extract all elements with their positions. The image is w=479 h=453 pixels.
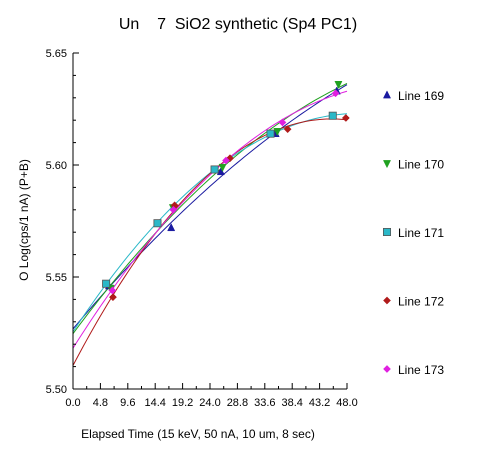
chart-title: Un 7 SiO2 synthetic (Sp4 PC1) [119, 16, 357, 33]
data-point-line-171 [102, 279, 111, 288]
legend-entry-line-172: Line 172 [383, 295, 444, 309]
data-point-line-173 [169, 205, 178, 214]
fit-curve-line-170 [72, 83, 348, 334]
data-point-line-169 [167, 223, 176, 232]
data-point-line-171 [153, 219, 162, 228]
x-tick-label: 24.0 [199, 397, 220, 409]
x-tick-label: 0.0 [65, 397, 80, 409]
data-point-line-172 [283, 125, 292, 134]
data-point-line-170 [273, 128, 282, 137]
legend-label: Line 172 [398, 295, 444, 309]
x-tick-label: 14.4 [144, 397, 165, 409]
y-tick-label: 5.50 [46, 384, 67, 396]
legend-entry-line-173: Line 173 [383, 363, 444, 377]
data-point-line-171 [210, 165, 219, 174]
x-tick-label: 38.4 [281, 397, 302, 409]
y-tick-label: 5.55 [46, 272, 67, 284]
data-point-line-171 [328, 111, 337, 120]
data-point-line-172 [341, 114, 350, 122]
legend-marker [382, 160, 392, 169]
x-tick-label: 48.0 [336, 397, 357, 409]
data-point-line-172 [109, 293, 117, 302]
axes: 0.0 4.8 9.6 14.4 19.2 24.0 28.8 33.6 38.4 43.2 48.… [46, 48, 358, 409]
legend-label: Line 171 [398, 226, 444, 240]
x-tick-label: 28.8 [227, 397, 248, 409]
legend: Line 169 Line 170 Line 171 Line 172 Line 173 [382, 89, 444, 377]
fit-curve-line-169 [72, 84, 348, 330]
data-point-line-170 [334, 81, 343, 90]
legend-marker [383, 296, 391, 305]
data-point-line-173 [108, 286, 117, 295]
legend-label: Line 173 [398, 363, 444, 377]
fit-curve-line-172 [72, 118, 348, 366]
x-tick-label: 43.2 [309, 397, 330, 409]
data-point-line-173 [278, 118, 287, 127]
legend-entry-line-169: Line 169 [382, 89, 444, 103]
x-tick-label: 9.6 [120, 397, 135, 409]
legend-label: Line 170 [398, 158, 444, 172]
x-tick-label: 19.2 [172, 397, 193, 409]
data-point-line-170 [218, 163, 227, 172]
x-tick-label: 33.6 [254, 397, 275, 409]
legend-entry-line-171: Line 171 [382, 226, 444, 240]
y-tick-label: 5.65 [46, 48, 67, 60]
legend-marker [383, 365, 391, 373]
x-axis-label: Elapsed Time (15 keV, 50 nA, 10 um, 8 se… [81, 427, 315, 441]
legend-marker [382, 90, 392, 99]
y-axis-label: O Log(cps/1 nA) (P+B) [17, 159, 31, 281]
legend-label: Line 169 [398, 89, 444, 103]
x-tick-label: 4.8 [93, 397, 108, 409]
legend-entry-line-170: Line 170 [382, 158, 444, 172]
data-markers [102, 81, 350, 302]
data-point-line-173 [331, 89, 340, 98]
y-tick-label: 5.60 [46, 160, 67, 172]
fit-curve-line-173 [72, 90, 348, 349]
data-point-line-171 [266, 129, 275, 138]
fit-curves [72, 83, 348, 366]
legend-marker [382, 227, 391, 236]
data-point-line-173 [222, 156, 230, 165]
